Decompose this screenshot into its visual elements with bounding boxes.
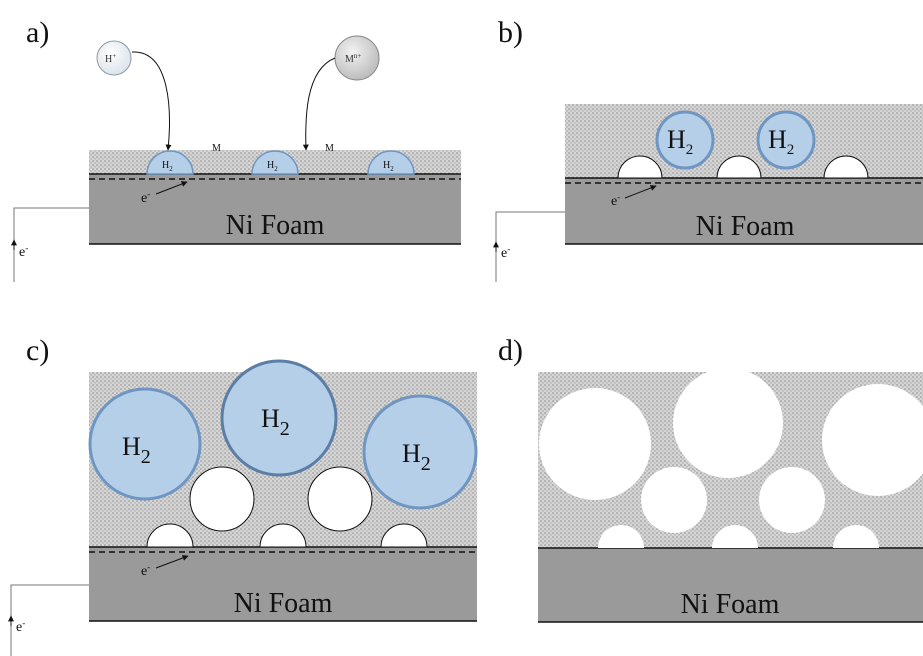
- panel-c-electron-inner: e-: [141, 562, 150, 579]
- panel-a-substrate: [89, 174, 461, 244]
- panel-b-circuit-wire: [495, 211, 565, 282]
- panel-c-label: c): [26, 334, 49, 367]
- panel-a-electron-outer: e-: [19, 243, 28, 260]
- panel-b-electron-outer: e-: [501, 244, 510, 261]
- panel-c-pore-dome-1: [146, 523, 194, 548]
- panel-a-metal-ion: Mn+: [334, 35, 380, 81]
- svg-text:H2: H2: [402, 439, 431, 475]
- panel-c-bubble-2: H2: [220, 359, 338, 477]
- panel-c-bubble-3: H2: [362, 394, 478, 510]
- svg-text:H2: H2: [122, 432, 151, 468]
- panel-a-proton-ion: H+: [96, 40, 132, 76]
- svg-text:H2: H2: [667, 125, 693, 158]
- panel-b-label: b): [498, 16, 523, 49]
- panel-d-pore-medium-1: [641, 467, 707, 533]
- panel-c-pore-2: [307, 466, 373, 532]
- panel-c-electron-arrow: [155, 555, 189, 569]
- panel-d-pore-dome-3: [833, 525, 879, 548]
- svg-text:H2: H2: [267, 160, 278, 173]
- panel-d-substrate-label: Ni Foam: [681, 589, 780, 620]
- panel-c: c) H2 H2 H2 e- e- Ni Foam: [8, 334, 478, 656]
- panel-b-pore-2: [716, 155, 762, 179]
- panel-b-electron-inner: e-: [611, 192, 620, 209]
- panel-a-bubble-3: H2: [367, 150, 415, 175]
- panel-c-circuit-wire: [10, 584, 89, 656]
- panel-d: d) Ni Foam: [498, 334, 923, 623]
- panel-a-label: a): [26, 16, 49, 49]
- panel-d-pore-large-3: [822, 384, 923, 496]
- svg-text:H2: H2: [383, 160, 394, 173]
- panel-a-bubble-2: H2: [251, 150, 299, 175]
- svg-text:H2: H2: [162, 160, 173, 173]
- panel-a: a) H2 H2 H2 M M H+ Mn+: [11, 16, 461, 282]
- panel-b-electron-arrow: [624, 185, 657, 199]
- panel-d-substrate: [538, 548, 923, 622]
- panel-c-substrate-label: Ni Foam: [234, 588, 333, 619]
- panel-a-metal-ion-arrow: [302, 57, 336, 151]
- panel-a-substrate-label: Ni Foam: [226, 210, 325, 241]
- panel-d-pore-dome-2: [712, 525, 758, 548]
- panel-b-bubble-1: H2: [655, 110, 715, 170]
- panel-c-pore-dome-2: [259, 523, 307, 548]
- panel-d-pore-large-2: [673, 368, 783, 478]
- panel-c-bubble-1: H2: [88, 387, 202, 501]
- panel-b: b) H2 H2 e- e- Ni Foam: [493, 16, 923, 282]
- svg-text:Mn+: Mn+: [345, 52, 361, 65]
- panel-d-pore-dome-1: [598, 525, 644, 548]
- panel-a-metal-label-1: M: [212, 143, 221, 154]
- svg-text:H+: H+: [105, 52, 116, 65]
- panel-c-pore-dome-3: [380, 523, 428, 548]
- panel-b-pore-1: [617, 155, 663, 179]
- panel-c-substrate: [89, 547, 477, 621]
- panel-c-pore-1: [189, 466, 255, 532]
- panel-d-pore-medium-2: [759, 467, 825, 533]
- panel-a-circuit-wire: [13, 207, 89, 282]
- panel-a-bubble-1: H2: [146, 150, 194, 175]
- svg-text:H2: H2: [768, 125, 794, 158]
- panel-d-pore-large-1: [539, 388, 651, 500]
- svg-text:H2: H2: [261, 404, 290, 440]
- panel-a-proton-arrow: [131, 51, 172, 151]
- panel-a-electron-arrow: [155, 181, 188, 195]
- panel-d-label: d): [498, 334, 523, 367]
- panel-a-electron-inner: e-: [141, 189, 150, 206]
- panel-b-bubble-2: H2: [756, 110, 816, 170]
- panel-a-metal-label-2: M: [325, 143, 334, 154]
- panel-c-electron-outer: e-: [16, 618, 25, 635]
- panel-b-substrate: [565, 178, 923, 244]
- panel-b-pore-3: [823, 155, 869, 179]
- panel-b-substrate-label: Ni Foam: [696, 211, 795, 242]
